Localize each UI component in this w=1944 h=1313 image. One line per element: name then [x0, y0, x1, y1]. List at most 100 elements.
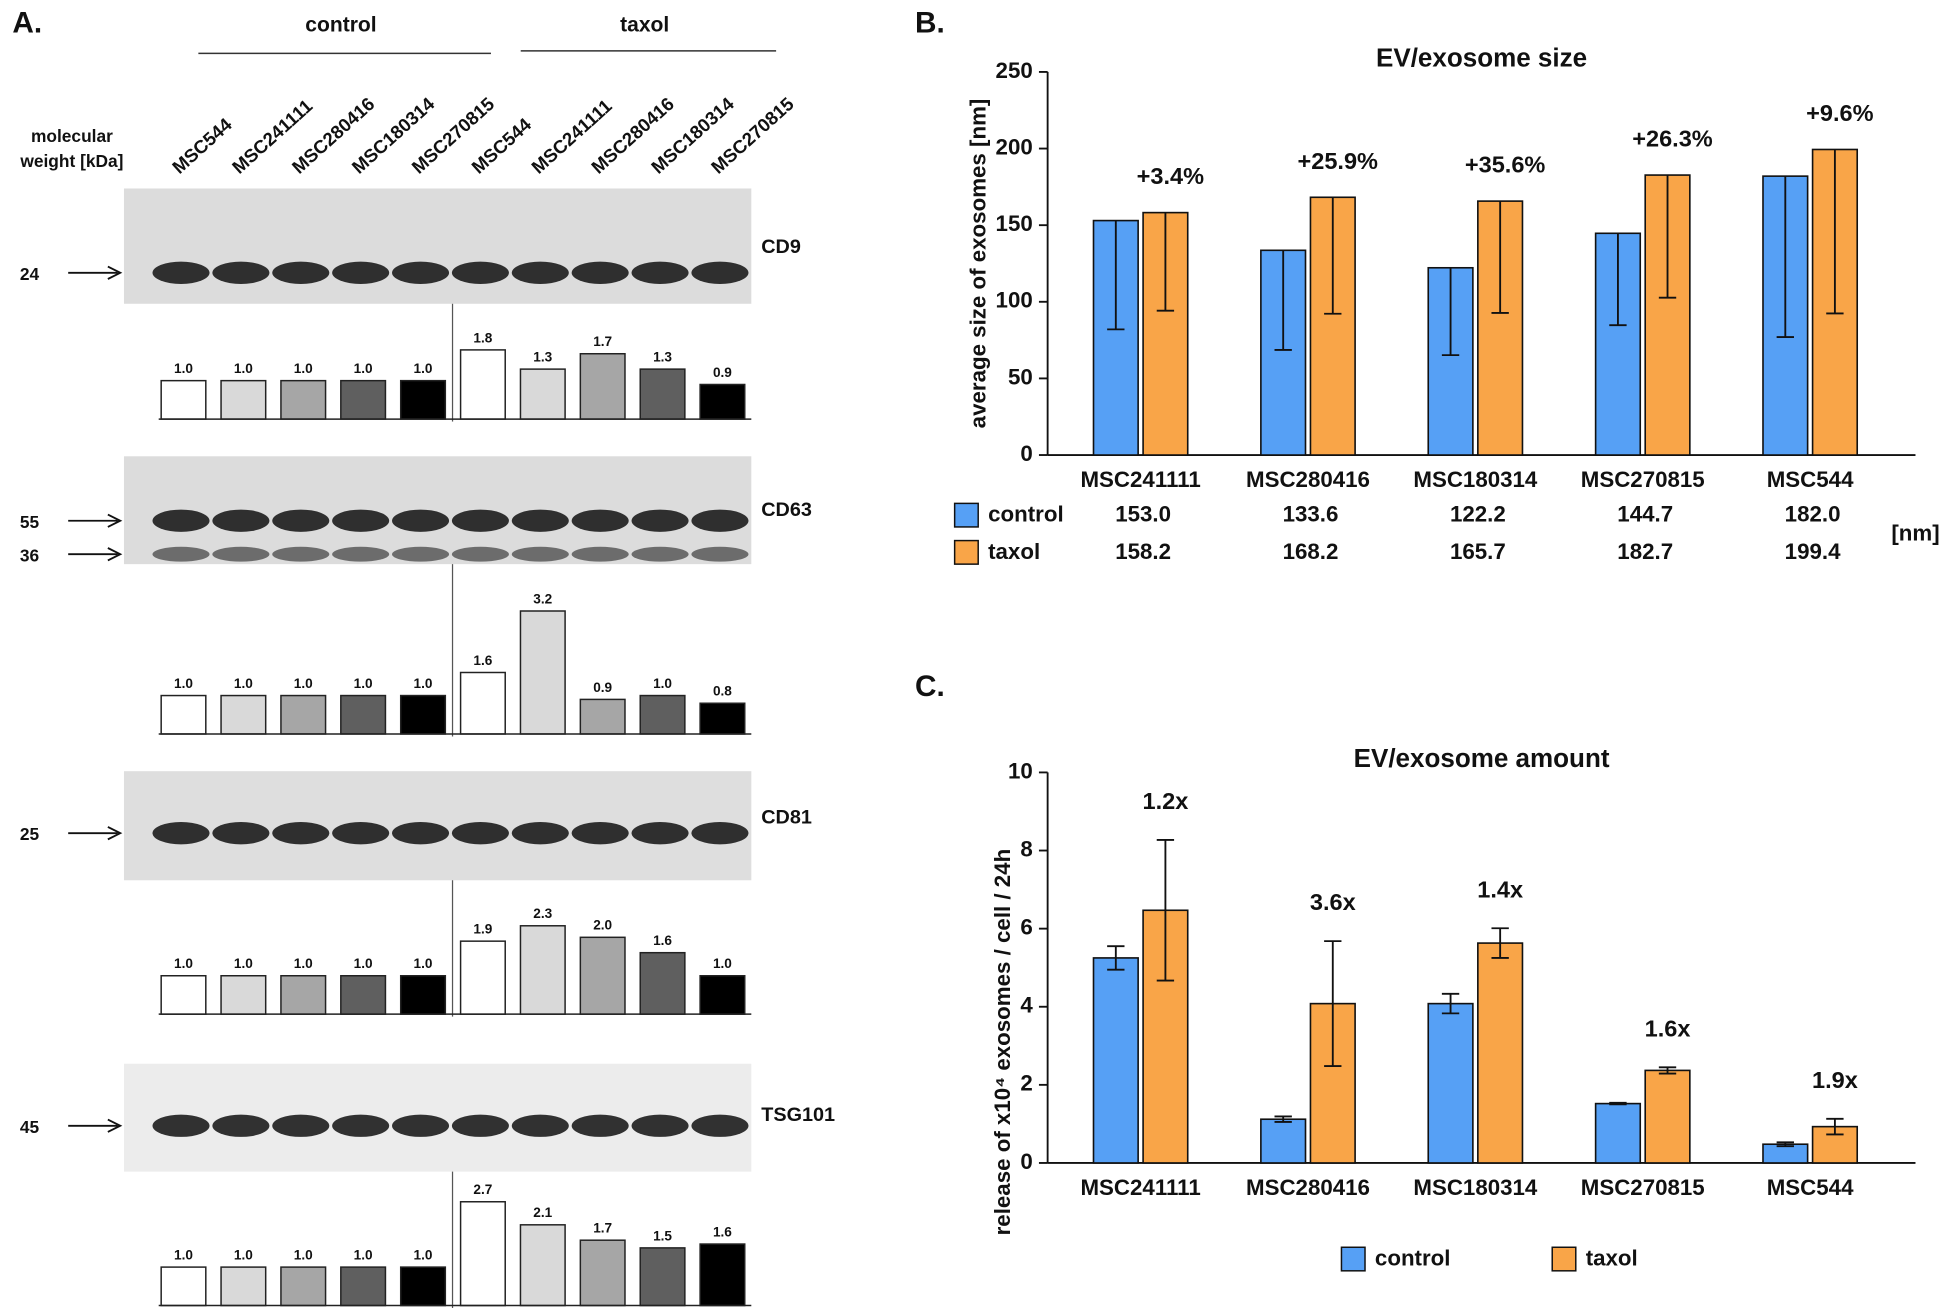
bar	[220, 379, 267, 420]
bar	[459, 1201, 506, 1307]
bar	[1092, 957, 1139, 1164]
value-label: 1.3	[533, 350, 552, 365]
value-label: 2.7	[473, 1182, 492, 1197]
annotation: 1.4x	[1477, 876, 1523, 902]
value-label: 1.0	[234, 676, 253, 691]
x-tick-label: MSC180314	[1413, 467, 1538, 492]
blot-band	[392, 261, 450, 284]
bar	[280, 975, 327, 1015]
bar	[160, 975, 207, 1015]
blot-band	[571, 546, 629, 562]
marker-label: CD81	[761, 807, 812, 829]
x-tick-label: MSC280416	[1246, 1175, 1370, 1200]
value-label: 1.0	[713, 956, 732, 971]
bar	[519, 1224, 566, 1307]
blot-image	[123, 456, 752, 565]
value-label: 1.8	[473, 330, 492, 345]
blot-band	[272, 509, 330, 532]
value-label: 0.9	[713, 365, 732, 380]
bar	[699, 975, 746, 1015]
bar	[399, 1266, 447, 1307]
value-label: 3.2	[533, 591, 552, 606]
table-value: 168.2	[1283, 539, 1339, 564]
bar	[519, 368, 566, 420]
value-label: 1.7	[593, 334, 612, 349]
value-label: 1.0	[414, 361, 433, 376]
y-axis-label: average size of exosomes [nm]	[965, 99, 990, 429]
table-value: 158.2	[1115, 539, 1171, 564]
bar	[579, 352, 626, 420]
blot-band	[152, 509, 210, 532]
annotation: 3.6x	[1310, 889, 1356, 915]
value-label: 1.0	[294, 361, 313, 376]
blot-band	[631, 546, 689, 562]
blot-band	[392, 822, 450, 845]
annotation: +26.3%	[1632, 126, 1713, 152]
blot-band	[392, 546, 450, 562]
legend-swatch	[1340, 1246, 1366, 1272]
value-label: 1.0	[354, 361, 373, 376]
value-label: 1.6	[653, 933, 672, 948]
legend-label: control	[1375, 1246, 1451, 1271]
legend-label: taxol	[988, 539, 1040, 564]
value-label: 1.0	[354, 1248, 373, 1263]
value-label: 1.0	[354, 676, 373, 691]
legend-swatch	[1551, 1246, 1577, 1272]
bar	[699, 1243, 746, 1307]
bar	[579, 1239, 626, 1307]
blot-band	[212, 509, 270, 532]
value-label: 1.0	[174, 956, 193, 971]
y-tick-label: 50	[1008, 364, 1033, 389]
value-label: 2.0	[593, 918, 612, 933]
blot-band	[691, 261, 749, 284]
mw-marker: 24	[20, 264, 40, 284]
bar	[579, 698, 626, 735]
x-tick-label: MSC241111	[1080, 1175, 1200, 1200]
marker-label: TSG101	[761, 1104, 835, 1126]
blot-band	[392, 1114, 450, 1137]
blot-band	[451, 509, 509, 532]
table-value: 144.7	[1617, 502, 1673, 527]
value-label: 1.0	[414, 676, 433, 691]
value-label: 1.0	[174, 361, 193, 376]
y-axis-label: release of x10⁴ exosomes / cell / 24h	[990, 849, 1015, 1236]
blot-band	[212, 546, 270, 562]
y-tick-label: 250	[996, 58, 1033, 83]
blot-band	[332, 509, 390, 532]
bar	[579, 936, 626, 1015]
blot-band	[392, 509, 450, 532]
x-tick-label: MSC270815	[1581, 1175, 1705, 1200]
group-label: control	[305, 14, 376, 37]
blot-band	[152, 261, 210, 284]
value-label: 1.0	[174, 1248, 193, 1263]
annotation: +3.4%	[1137, 163, 1204, 189]
bar	[160, 1266, 207, 1307]
legend-label: taxol	[1586, 1246, 1638, 1271]
unit-label: [nm]	[1891, 520, 1939, 545]
bar	[220, 694, 267, 735]
value-label: 0.8	[713, 684, 732, 699]
mw-label: molecular	[31, 126, 113, 146]
legend-label: control	[988, 502, 1064, 527]
y-tick-label: 2	[1020, 1071, 1032, 1096]
blot-band	[451, 261, 509, 284]
blot-band	[152, 1114, 210, 1137]
bar	[280, 694, 327, 735]
chart-title: EV/exosome amount	[1354, 743, 1610, 773]
value-label: 1.3	[653, 350, 672, 365]
annotation: +35.6%	[1465, 152, 1546, 178]
blot-band	[571, 822, 629, 845]
bar	[459, 940, 506, 1015]
blot-band	[691, 546, 749, 562]
bar	[459, 349, 506, 420]
y-tick-label: 200	[996, 134, 1033, 159]
arrowhead	[107, 826, 123, 841]
blot-band	[212, 822, 270, 845]
blot-band	[631, 822, 689, 845]
bar	[1427, 1002, 1474, 1164]
blot-image	[123, 188, 752, 304]
blot-band	[212, 1114, 270, 1137]
bar	[1260, 1118, 1307, 1164]
bar	[340, 694, 387, 735]
